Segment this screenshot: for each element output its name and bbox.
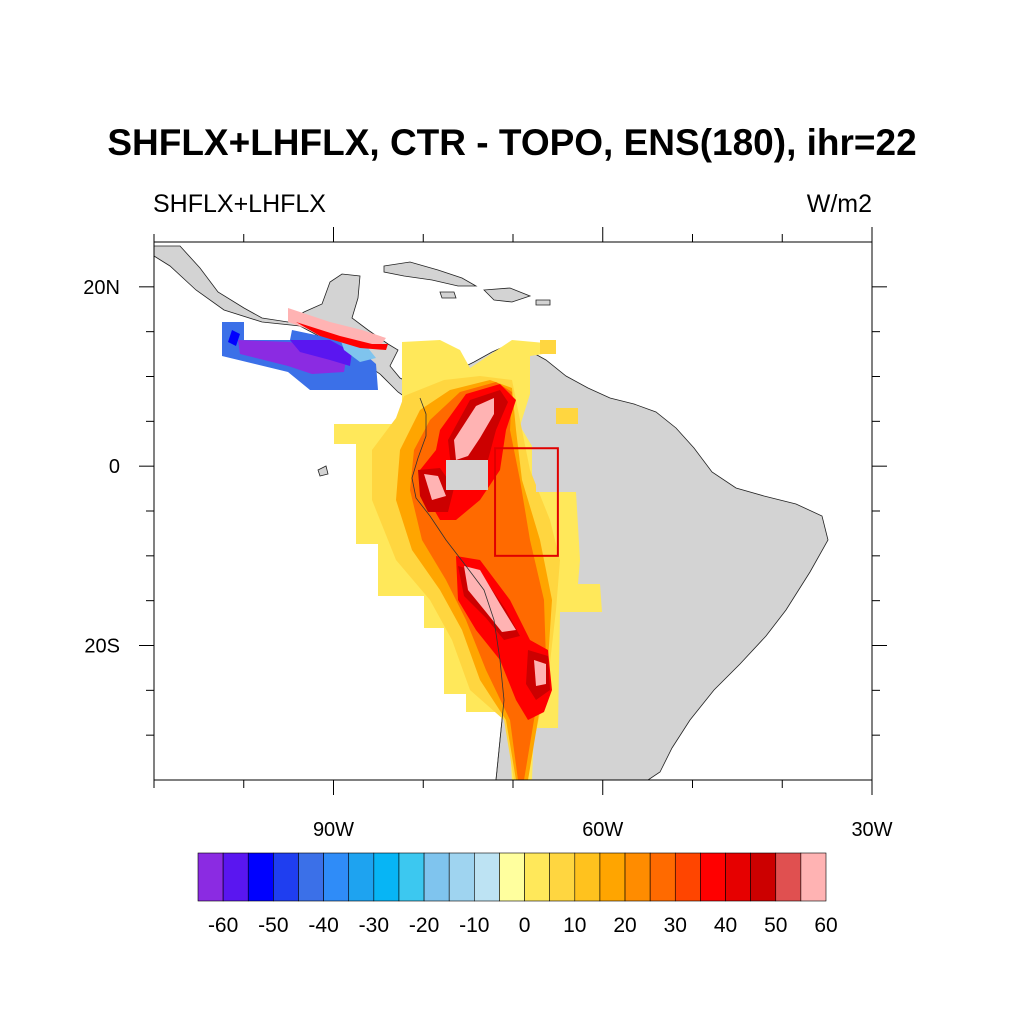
colorbar-label: -60: [208, 914, 238, 937]
colorbar-swatch: [448, 852, 475, 902]
colorbar-swatch: [549, 852, 576, 902]
colorbar-labels: -60 -50 -40 -30 -20 -10 0 10 20 30 40 50 60: [208, 914, 838, 937]
colorbar-swatch: [273, 852, 299, 902]
colorbar-label: -10: [459, 914, 489, 937]
colorbar-swatch: [649, 852, 676, 902]
colorbar-swatch: [574, 852, 601, 902]
colorbar-swatch: [247, 852, 274, 902]
colorbar-swatch: [348, 852, 375, 902]
colorbar-swatch: [524, 852, 550, 902]
colorbar-swatch: [373, 852, 400, 902]
colorbar-swatch: [800, 852, 827, 902]
figure-title: SHFLX+LHFLX, CTR - TOPO, ENS(180), ihr=2…: [107, 122, 917, 163]
lat-tick-label: 20S: [84, 636, 120, 658]
analysis-region-box: [494, 447, 559, 557]
coastline: [411, 397, 505, 780]
lon-tick-label: 30W: [851, 819, 892, 841]
colorbar-swatch: [222, 852, 249, 902]
colorbar-label: -20: [409, 914, 439, 937]
colorbar-label: 30: [664, 914, 687, 937]
lat-tick-label: 0: [109, 456, 120, 478]
colorbar-swatch: [674, 852, 701, 902]
colorbar-label: -40: [308, 914, 338, 937]
axis-tick-labels: 90W 60W 30W 20N 0 20S: [83, 277, 892, 841]
colorbar-label: 40: [714, 914, 737, 937]
colorbar-swatch: [423, 852, 450, 902]
colorbar-swatch: [323, 852, 350, 902]
colorbar-swatch: [499, 852, 525, 902]
colorbar-label: 0: [519, 914, 531, 937]
colorbar-swatch: [624, 852, 651, 902]
colorbar-swatch: [700, 852, 726, 902]
colorbar-swatch: [599, 852, 626, 902]
colorbar-swatch: [474, 852, 500, 902]
colorbar-label: 10: [563, 914, 586, 937]
colorbar-swatch: [775, 852, 802, 902]
colorbar-swatch: [298, 852, 324, 902]
axis-ticks: [139, 227, 887, 795]
lon-tick-label: 60W: [582, 819, 623, 841]
colorbar-swatch: [725, 852, 751, 902]
variable-label: SHFLX+LHFLX: [153, 190, 326, 218]
units-label: W/m2: [806, 190, 872, 218]
colorbar-label: 20: [613, 914, 636, 937]
flux-difference-field: [222, 308, 602, 780]
colorbar-swatch: [197, 852, 224, 902]
colorbar-label: -50: [258, 914, 288, 937]
lon-tick-label: 90W: [313, 819, 354, 841]
colorbar-swatch: [398, 852, 425, 902]
colorbar-label: -30: [359, 914, 389, 937]
colorbar-label: 50: [764, 914, 787, 937]
colorbar-swatch: [750, 852, 777, 902]
colorbar: [197, 852, 827, 902]
colorbar-label: 60: [814, 914, 837, 937]
lat-tick-label: 20N: [83, 277, 120, 299]
